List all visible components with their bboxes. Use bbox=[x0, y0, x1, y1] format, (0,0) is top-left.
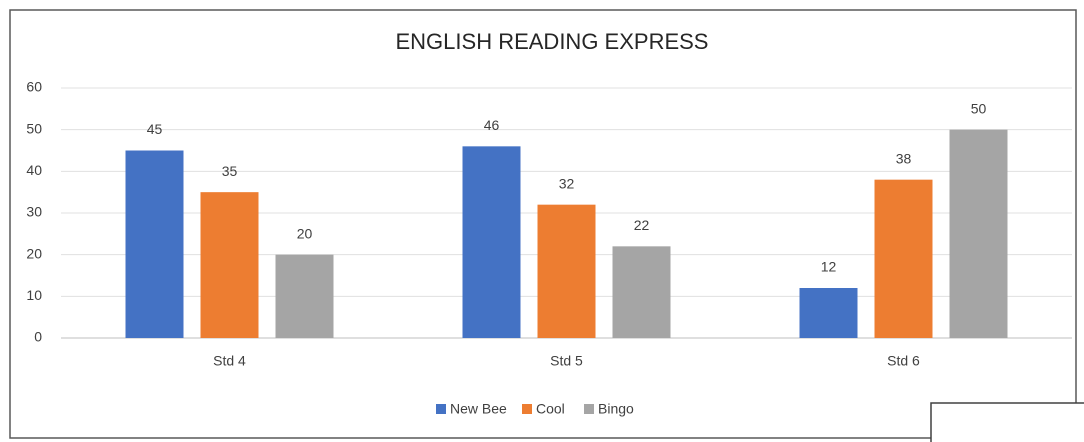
legend-label: New Bee bbox=[450, 401, 507, 417]
legend-label: Cool bbox=[536, 401, 565, 417]
data-label: 20 bbox=[297, 225, 313, 241]
legend-label: Bingo bbox=[598, 401, 634, 417]
bar bbox=[612, 246, 671, 338]
data-label: 22 bbox=[634, 217, 650, 233]
y-tick-label: 0 bbox=[34, 329, 42, 345]
overlay-box bbox=[930, 402, 1084, 442]
x-tick-label: Std 5 bbox=[550, 353, 583, 369]
data-label: 12 bbox=[821, 259, 837, 275]
legend-swatch bbox=[584, 404, 594, 414]
data-label: 46 bbox=[484, 117, 500, 133]
data-label: 50 bbox=[971, 100, 987, 116]
bar bbox=[537, 204, 596, 338]
x-tick-label: Std 6 bbox=[887, 353, 920, 369]
data-label: 32 bbox=[559, 175, 575, 191]
y-tick-label: 30 bbox=[26, 204, 42, 220]
x-tick-label: Std 4 bbox=[213, 353, 246, 369]
bar bbox=[200, 192, 259, 338]
bar bbox=[799, 288, 858, 338]
data-label: 38 bbox=[896, 150, 912, 166]
bar bbox=[275, 254, 334, 338]
y-tick-label: 50 bbox=[26, 120, 42, 136]
data-label: 45 bbox=[147, 121, 163, 137]
bar bbox=[125, 150, 184, 338]
y-tick-label: 10 bbox=[26, 287, 42, 303]
legend-swatch bbox=[436, 404, 446, 414]
y-tick-label: 60 bbox=[26, 79, 42, 95]
data-label: 35 bbox=[222, 163, 238, 179]
bar bbox=[462, 146, 521, 338]
y-tick-label: 40 bbox=[26, 162, 42, 178]
bar bbox=[874, 179, 933, 338]
bar bbox=[949, 129, 1008, 338]
legend-swatch bbox=[522, 404, 532, 414]
chart-frame bbox=[9, 9, 1077, 439]
y-tick-label: 20 bbox=[26, 245, 42, 261]
chart-title: ENGLISH READING EXPRESS bbox=[396, 29, 709, 54]
